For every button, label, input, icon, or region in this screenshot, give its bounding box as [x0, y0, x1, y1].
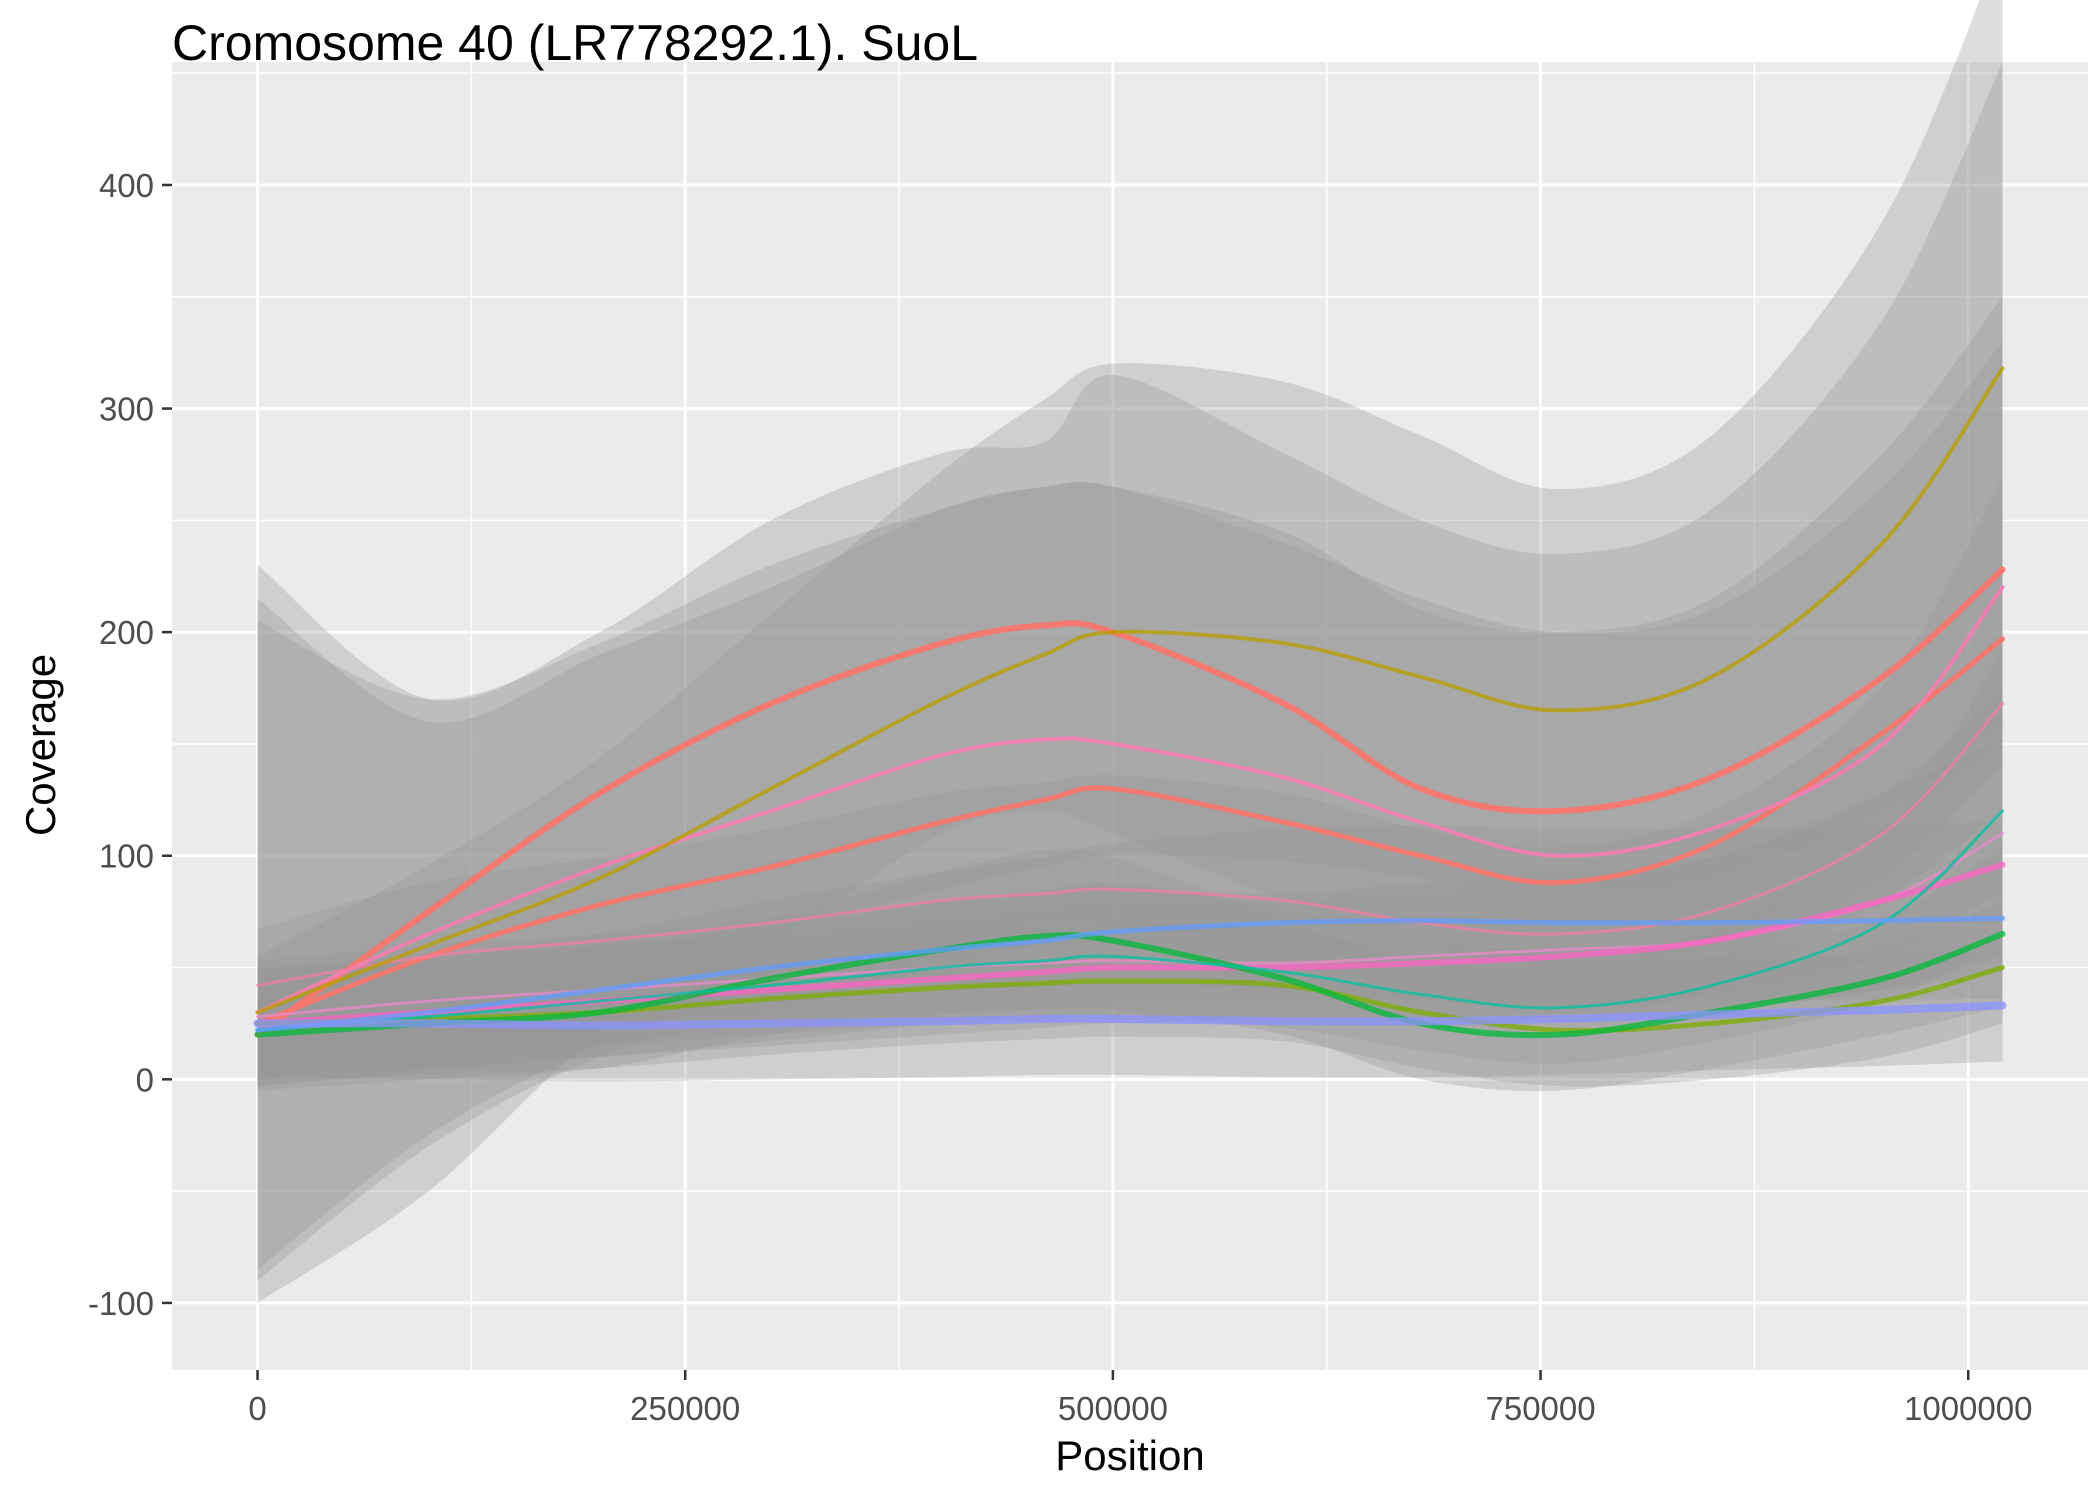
series-line — [255, 636, 2005, 1026]
confidence-ribbon — [257, 341, 2003, 1270]
series-line — [253, 1001, 2007, 1030]
confidence-ribbon — [257, 0, 2003, 1069]
x-tick-label: 250000 — [630, 1390, 740, 1427]
chart-title: Cromosome 40 (LR778292.1). SuoL — [172, 15, 979, 71]
series-line — [256, 702, 2004, 987]
series-line — [256, 809, 2004, 1032]
y-axis-label: Coverage — [17, 654, 64, 836]
y-tick-label: 0 — [136, 1061, 154, 1098]
confidence-ribbon — [257, 900, 2003, 1087]
y-tick-label: 400 — [99, 167, 154, 204]
series-line — [255, 915, 2005, 1033]
x-tick-label: 500000 — [1058, 1390, 1168, 1427]
series-line — [255, 585, 2005, 1015]
x-axis-label: Position — [1055, 1432, 1204, 1479]
y-tick-label: 100 — [99, 838, 154, 875]
x-tick-label: 750000 — [1486, 1390, 1596, 1427]
x-tick-label: 1000000 — [1904, 1390, 2032, 1427]
y-axis: -100 0 100 200 300 400 — [88, 167, 172, 1322]
series-line — [255, 366, 2005, 1015]
y-tick-label: -100 — [88, 1285, 154, 1322]
grid-major — [172, 62, 2088, 1370]
y-tick-label: 200 — [99, 614, 154, 651]
confidence-ribbon — [257, 478, 2003, 1042]
smooth-lines — [253, 366, 2007, 1039]
y-tick-label: 300 — [99, 391, 154, 428]
confidence-ribbon — [257, 62, 2003, 1303]
confidence-ribbon — [257, 821, 2003, 1086]
x-tick-label: 0 — [248, 1390, 266, 1427]
plot-panel — [172, 62, 2088, 1370]
x-axis: 0 250000 500000 750000 1000000 — [248, 1370, 2032, 1427]
